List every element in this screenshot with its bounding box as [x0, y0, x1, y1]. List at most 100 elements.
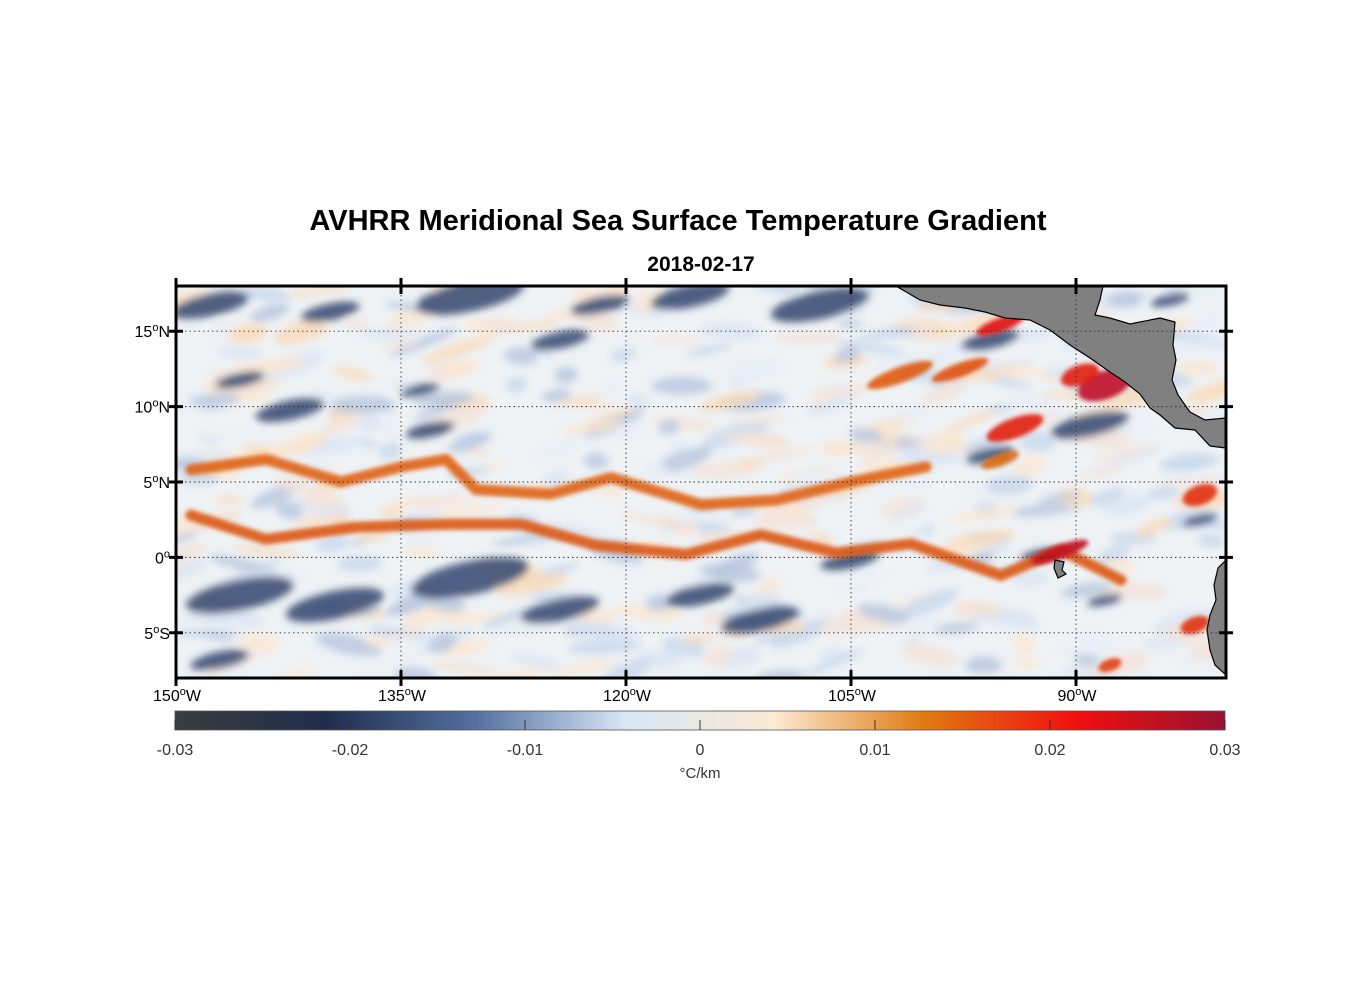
texture-blob — [541, 471, 570, 488]
negative-streak — [965, 446, 1015, 464]
texture-blob — [466, 448, 492, 456]
texture-blob — [904, 615, 944, 636]
texture-blob — [925, 339, 968, 365]
texture-blob — [274, 477, 324, 495]
texture-blob — [332, 366, 373, 381]
texture-blob — [772, 333, 836, 344]
negative-streak — [300, 301, 360, 323]
lon-tick-label: 90oW — [1057, 686, 1097, 705]
texture-blob — [959, 602, 1001, 614]
texture-blob — [548, 660, 618, 676]
texture-blob — [1103, 446, 1163, 470]
texture-blob — [1012, 657, 1040, 669]
colorbar-unit: °C/km — [680, 765, 721, 782]
texture-blob — [389, 578, 422, 598]
texture-blob — [714, 358, 786, 379]
texture-blob — [854, 416, 920, 433]
texture-blob — [579, 312, 619, 332]
land-mexico — [894, 286, 1226, 449]
texture-blob — [896, 588, 960, 620]
texture-blob — [356, 532, 390, 542]
texture-blob — [1012, 455, 1047, 478]
positive-anomaly — [931, 357, 989, 383]
texture-blob — [557, 421, 627, 434]
texture-blob — [337, 555, 383, 572]
texture-blob — [734, 591, 780, 613]
texture-blob — [670, 523, 700, 536]
texture-blob — [1039, 412, 1061, 423]
texture-blob — [618, 512, 674, 528]
texture-blob — [1011, 635, 1037, 653]
texture-blob — [1078, 632, 1113, 647]
texture-blob — [1169, 607, 1197, 617]
lon-tick-label: 135oW — [378, 686, 427, 705]
texture-blob — [542, 389, 571, 403]
texture-blob — [344, 318, 370, 330]
texture-blob — [359, 653, 415, 676]
negative-streak — [530, 329, 590, 351]
texture-blob — [934, 622, 979, 634]
texture-blob — [810, 384, 871, 398]
texture-blob — [834, 569, 891, 594]
texture-blob — [589, 485, 625, 496]
negative-streak — [720, 606, 800, 634]
texture-blob — [972, 609, 1034, 625]
texture-blob — [176, 543, 208, 567]
texture-blob — [920, 381, 967, 406]
texture-blob — [565, 619, 639, 642]
texture-blob — [448, 431, 491, 453]
texture-blob — [627, 393, 651, 407]
colorbar-tick-label: -0.02 — [332, 742, 369, 759]
texture-blob — [730, 415, 791, 425]
texture-blob — [1073, 653, 1101, 666]
texture-blob — [440, 612, 503, 625]
texture-blob — [942, 405, 1006, 435]
texture-blob — [722, 432, 785, 444]
texture-blob — [902, 448, 965, 465]
texture-blob — [1060, 582, 1111, 598]
texture-blob — [536, 436, 581, 463]
texture-blob — [747, 447, 815, 463]
texture-blob — [208, 555, 275, 574]
texture-blob — [818, 614, 891, 635]
texture-blob — [367, 626, 430, 640]
texture-blob — [379, 506, 403, 518]
texture-blob — [730, 508, 756, 516]
texture-blob — [669, 444, 691, 453]
texture-blob — [637, 460, 668, 479]
texture-blob — [355, 439, 380, 449]
texture-blob — [902, 478, 934, 491]
texture-blob — [821, 332, 842, 343]
texture-blob — [700, 391, 760, 412]
texture-blob — [490, 665, 548, 678]
texture-blob — [330, 395, 396, 414]
positive-anomaly — [866, 360, 934, 390]
northern-warm-band — [185, 453, 932, 511]
negative-streak — [186, 576, 294, 614]
texture-blob — [985, 475, 1033, 496]
texture-blob — [229, 545, 301, 557]
land-south-america — [1206, 559, 1226, 676]
texture-blob — [1147, 486, 1179, 500]
texture-blob — [884, 530, 939, 539]
texture-blob — [275, 501, 304, 519]
negative-streak — [190, 649, 250, 671]
texture-blob — [576, 402, 621, 410]
texture-blob — [408, 494, 471, 508]
texture-blob — [196, 434, 223, 445]
lat-tick-label: 0o — [155, 548, 170, 567]
texture-blob — [713, 552, 759, 577]
texture-blob — [1142, 637, 1189, 649]
negative-streak — [1150, 293, 1190, 307]
texture-blob — [554, 366, 578, 384]
texture-blob — [690, 462, 757, 478]
texture-blob — [658, 419, 680, 435]
texture-blob — [250, 303, 290, 323]
texture-blob — [413, 396, 466, 421]
texture-blob — [1198, 533, 1225, 548]
texture-blob — [648, 337, 702, 345]
texture-blob — [601, 286, 631, 297]
texture-blob — [807, 396, 833, 407]
texture-blob — [504, 347, 538, 365]
